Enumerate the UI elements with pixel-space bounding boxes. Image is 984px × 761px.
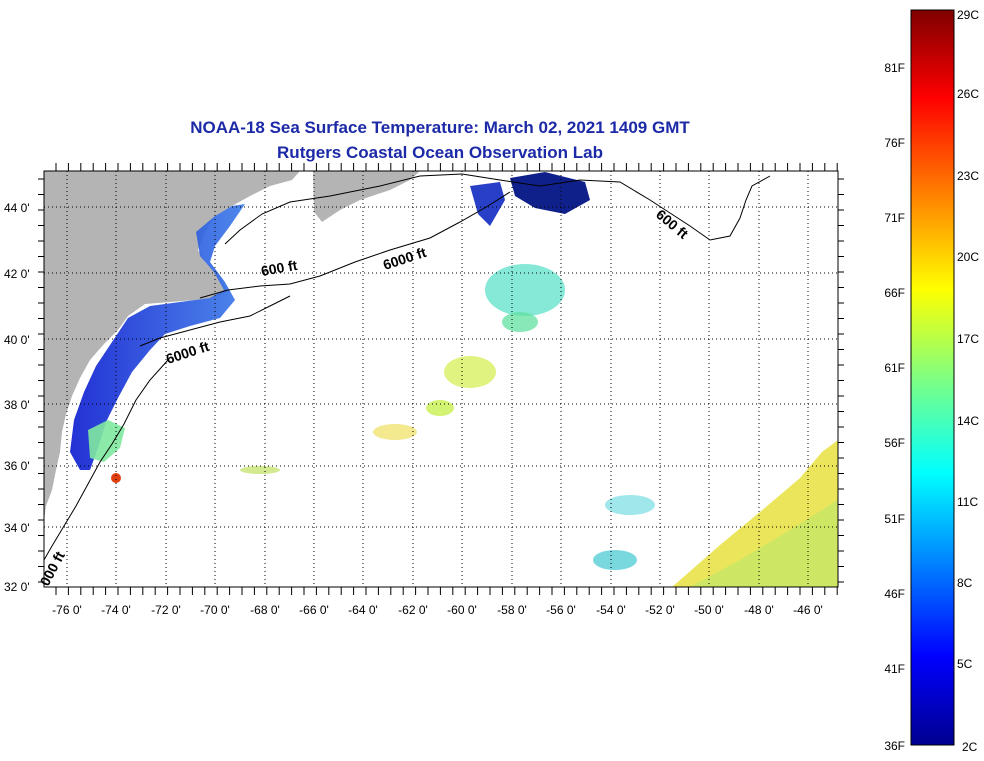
land-layer bbox=[44, 171, 838, 587]
fahrenheit-labels: 81F 76F 71F 66F 61F 56F 51F 46F 41F 36F bbox=[884, 61, 905, 753]
celsius-label: 17C bbox=[957, 332, 979, 346]
lon-label: -64 0' bbox=[348, 603, 378, 617]
chart-subtitle: Rutgers Coastal Ocean Observation Lab bbox=[277, 143, 603, 162]
contour-600ft bbox=[224, 173, 771, 245]
grid-lines bbox=[44, 171, 838, 587]
contour-label-600ft-2: 600 ft bbox=[653, 206, 692, 242]
lon-label: -52 0' bbox=[645, 603, 675, 617]
contour-label-600ft: 600 ft bbox=[260, 257, 299, 279]
celsius-label: 20C bbox=[957, 250, 979, 264]
offshore-patch bbox=[593, 550, 637, 570]
offshore-patch bbox=[485, 264, 565, 316]
celsius-label: 14C bbox=[957, 414, 979, 428]
lon-label: -74 0' bbox=[101, 603, 131, 617]
lat-label: 40 0' bbox=[4, 333, 30, 347]
contour-label-000ft: 000 ft bbox=[37, 548, 68, 588]
warm-spot bbox=[111, 473, 121, 483]
latitude-labels: 44 0' 42 0' 40 0' 38 0' 36 0' 34 0' 32 0… bbox=[4, 201, 30, 594]
lat-label: 38 0' bbox=[4, 398, 30, 412]
lat-label: 36 0' bbox=[4, 459, 30, 473]
fahrenheit-label: 76F bbox=[884, 136, 905, 150]
fahrenheit-label: 56F bbox=[884, 436, 905, 450]
offshore-patch bbox=[240, 466, 280, 474]
fahrenheit-label: 41F bbox=[884, 662, 905, 676]
lon-label: -54 0' bbox=[596, 603, 626, 617]
lon-label: -56 0' bbox=[546, 603, 576, 617]
lon-label: -50 0' bbox=[694, 603, 724, 617]
celsius-labels: 29C 26C 23C 20C 17C 14C 11C 8C 5C 2C bbox=[957, 8, 979, 754]
celsius-label: 23C bbox=[957, 169, 979, 183]
lon-label: -68 0' bbox=[250, 603, 280, 617]
celsius-label: 26C bbox=[957, 87, 979, 101]
lat-label: 32 0' bbox=[4, 580, 30, 594]
celsius-label: 8C bbox=[957, 576, 973, 590]
lon-label: -76 0' bbox=[52, 603, 82, 617]
celsius-label: 5C bbox=[957, 657, 973, 671]
contour-6000ft-south bbox=[44, 359, 169, 561]
northern-cold-patch bbox=[510, 172, 590, 214]
fahrenheit-label: 51F bbox=[884, 512, 905, 526]
chart-title: NOAA-18 Sea Surface Temperature: March 0… bbox=[190, 118, 690, 137]
land-nova-scotia bbox=[313, 171, 420, 222]
offshore-patch bbox=[502, 312, 538, 332]
fahrenheit-label: 66F bbox=[884, 286, 905, 300]
celsius-label: 29C bbox=[957, 8, 979, 22]
lat-label: 42 0' bbox=[4, 267, 30, 281]
contour-label-6000ft-2: 6000 ft bbox=[381, 244, 428, 273]
offshore-patch bbox=[605, 495, 655, 515]
color-scale-bar bbox=[910, 9, 955, 746]
land-us-coast bbox=[44, 171, 300, 520]
lon-label: -72 0' bbox=[151, 603, 181, 617]
lon-label: -60 0' bbox=[447, 603, 477, 617]
lon-label: -48 0' bbox=[744, 603, 774, 617]
fahrenheit-label: 61F bbox=[884, 361, 905, 375]
lon-label: -70 0' bbox=[200, 603, 230, 617]
lat-label: 34 0' bbox=[4, 521, 30, 535]
axis-ticks bbox=[38, 163, 844, 595]
longitude-labels: -76 0' -74 0' -72 0' -70 0' -68 0' -66 0… bbox=[52, 603, 823, 617]
lon-label: -46 0' bbox=[793, 603, 823, 617]
contour-shelf bbox=[139, 295, 291, 347]
fahrenheit-label: 36F bbox=[884, 739, 905, 753]
southeast-warm-swath-2 bbox=[690, 500, 838, 587]
lon-label: -58 0' bbox=[497, 603, 527, 617]
map-frame bbox=[43, 170, 839, 588]
offshore-patch bbox=[444, 356, 496, 388]
lon-label: -62 0' bbox=[398, 603, 428, 617]
fahrenheit-label: 46F bbox=[884, 587, 905, 601]
celsius-label: 2C bbox=[962, 740, 978, 754]
lon-label: -66 0' bbox=[299, 603, 329, 617]
fahrenheit-label: 81F bbox=[884, 61, 905, 75]
offshore-patch bbox=[373, 424, 417, 440]
offshore-patch bbox=[426, 400, 454, 416]
fahrenheit-label: 71F bbox=[884, 211, 905, 225]
coastal-cold-water bbox=[70, 204, 245, 470]
bathymetry-contours bbox=[44, 173, 771, 561]
contour-6000ft-north bbox=[199, 191, 511, 299]
northern-cold-patch-2 bbox=[470, 182, 505, 226]
celsius-label: 11C bbox=[957, 495, 978, 509]
contour-label-6000ft: 6000 ft bbox=[164, 338, 211, 367]
lat-label: 44 0' bbox=[4, 201, 30, 215]
